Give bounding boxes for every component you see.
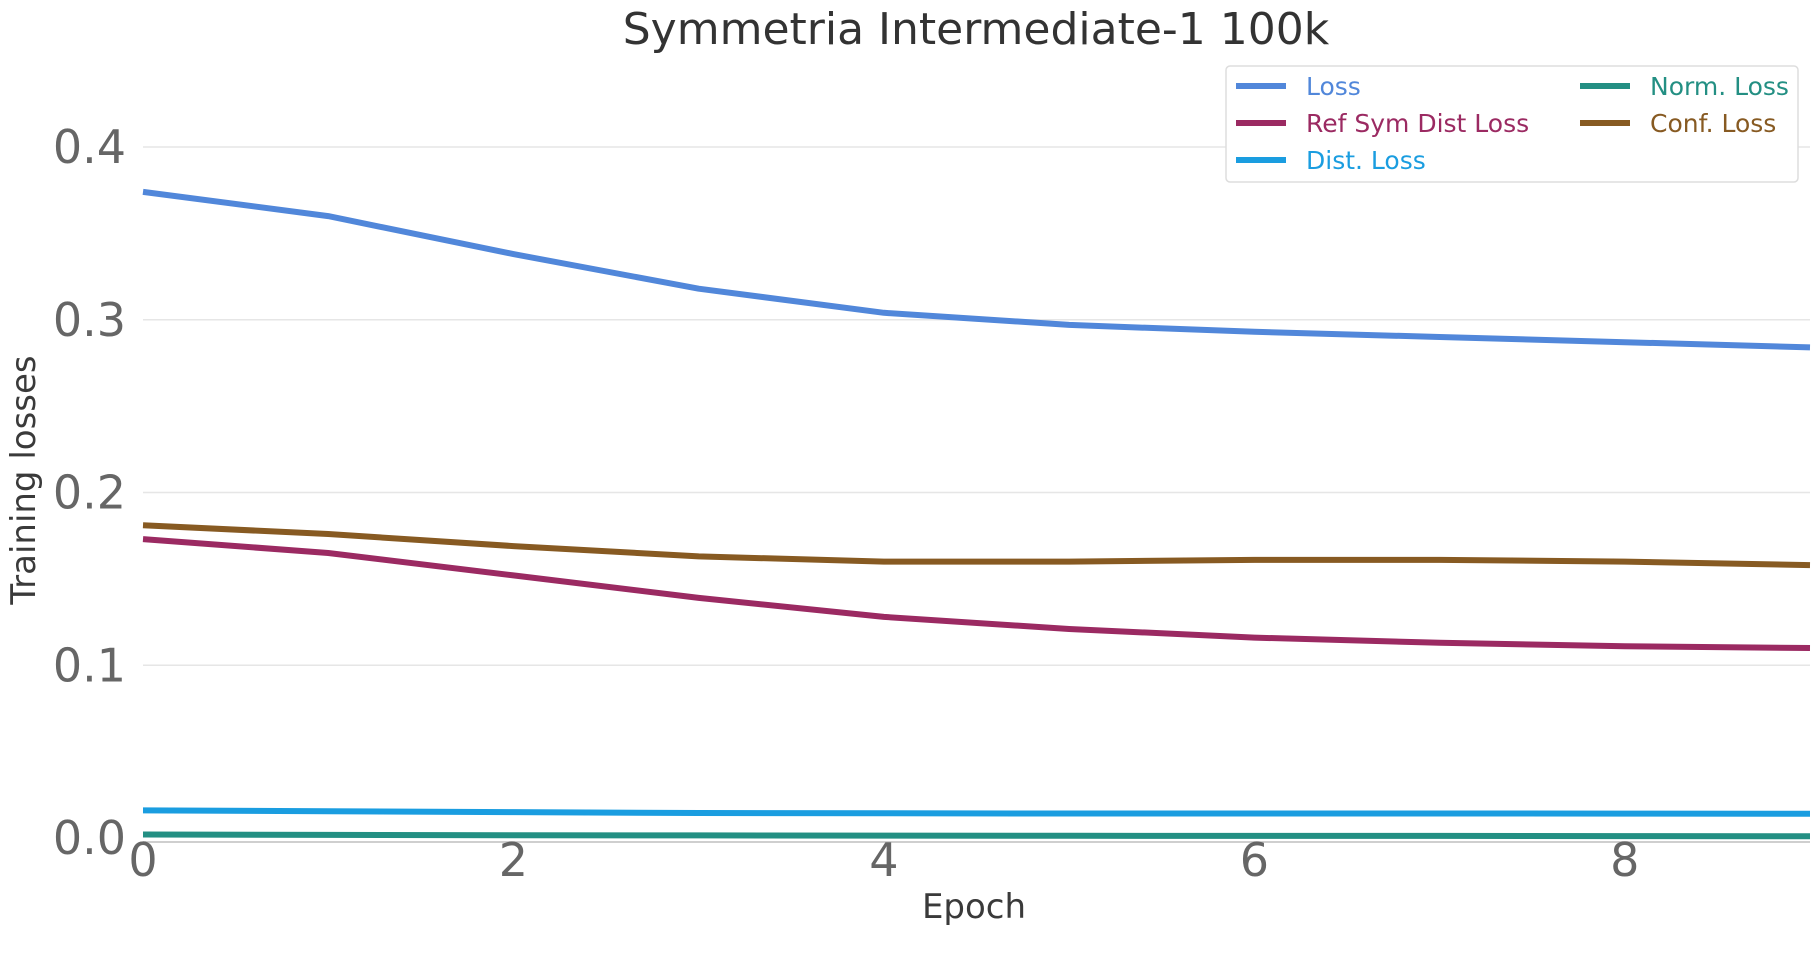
series-line-norm-loss: [142, 831, 1811, 840]
series-line-loss: [142, 188, 1811, 351]
y-axis-label: Training losses: [4, 355, 44, 605]
y-tick-label: 0.2: [53, 466, 126, 520]
x-tick-labels: 0 2 4 6 8: [128, 833, 1639, 887]
series-line-dist-loss: [142, 807, 1811, 817]
y-tick-label: 0.1: [53, 638, 126, 692]
y-tick-label: 0.0: [53, 811, 126, 865]
legend-label-loss: Loss: [1306, 72, 1361, 101]
y-tick-labels: 0.0 0.1 0.2 0.3 0.4: [53, 120, 126, 865]
y-tick-label: 0.3: [53, 293, 126, 347]
x-axis-label: Epoch: [922, 887, 1026, 927]
x-tick-label: 6: [1240, 833, 1269, 887]
y-tick-label: 0.4: [53, 120, 126, 174]
legend-label-norm-loss: Norm. Loss: [1650, 72, 1789, 101]
legend-label-dist-loss: Dist. Loss: [1306, 146, 1426, 175]
grid-lines: [143, 146, 1810, 666]
legend-box: [1225, 65, 1799, 183]
series-lines: [142, 188, 1811, 840]
x-tick-label: 2: [499, 833, 528, 887]
x-tick-label: 0: [128, 833, 157, 887]
x-tick-label: 8: [1610, 833, 1639, 887]
x-tick-label: 4: [869, 833, 898, 887]
legend: Loss Ref Sym Dist Loss Dist. Loss Norm. Los…: [1225, 65, 1799, 183]
legend-label-conf-loss: Conf. Loss: [1650, 109, 1776, 138]
legend-label-ref-sym-dist-loss: Ref Sym Dist Loss: [1306, 109, 1529, 138]
series-line-ref-sym-dist-loss: [142, 536, 1811, 651]
series-line-conf-loss: [142, 522, 1811, 569]
chart-title: Symmetria Intermediate-1 100k: [623, 4, 1330, 55]
